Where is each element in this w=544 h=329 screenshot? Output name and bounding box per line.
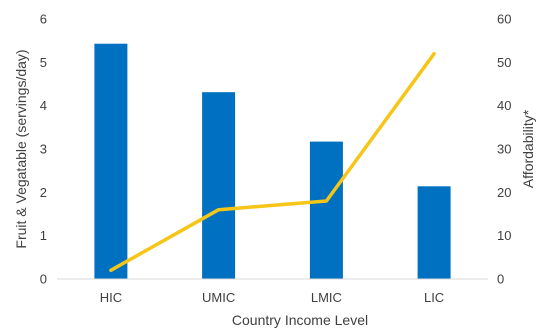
right-tick-label: 40 (497, 98, 511, 113)
left-tick-label: 2 (40, 185, 47, 200)
right-axis-title: Affordability* (520, 109, 536, 188)
left-axis-ticks: 0 1 2 3 4 5 6 (40, 12, 47, 287)
x-tick-label: UMIC (202, 290, 235, 305)
bar-lmic (309, 141, 343, 279)
left-axis-title: Fruit & Vegatable (servings/day) (13, 49, 29, 248)
left-tick-label: 6 (40, 12, 47, 27)
left-tick-label: 5 (40, 55, 47, 70)
bars-group (94, 43, 451, 280)
right-tick-label: 60 (497, 12, 511, 27)
affordability-line (109, 51, 436, 273)
right-tick-label: 20 (497, 185, 511, 200)
bar-lic (417, 186, 451, 279)
x-axis-title: Country Income Level (232, 312, 368, 328)
left-tick-label: 4 (40, 98, 47, 113)
x-tick-label: HIC (100, 290, 122, 305)
right-tick-label: 30 (497, 142, 511, 157)
bar-umic (202, 92, 236, 279)
x-tick-label: LIC (424, 290, 444, 305)
right-axis-ticks: 0 10 20 30 40 50 60 (497, 12, 511, 287)
left-tick-label: 1 (40, 228, 47, 243)
x-axis-ticks: HIC UMIC LMIC LIC (100, 290, 445, 305)
bar-hic (94, 43, 128, 280)
right-tick-label: 50 (497, 55, 511, 70)
right-tick-label: 0 (497, 272, 504, 287)
left-tick-label: 3 (40, 142, 47, 157)
x-tick-label: LMIC (311, 290, 342, 305)
left-tick-label: 0 (40, 272, 47, 287)
right-tick-label: 10 (497, 228, 511, 243)
